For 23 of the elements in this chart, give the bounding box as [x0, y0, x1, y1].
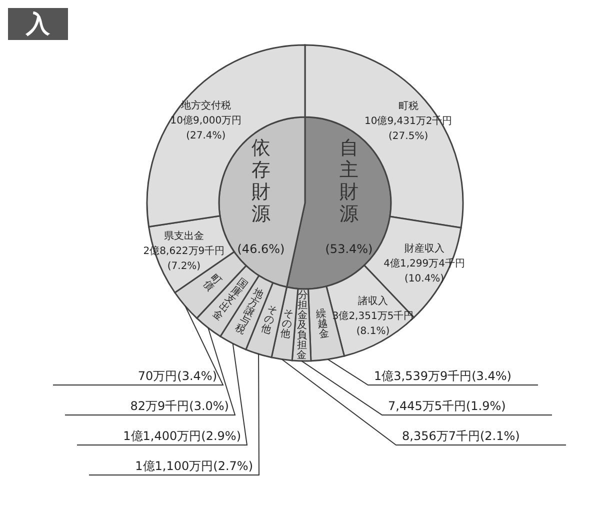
data-label: 8,356万7千円(2.1%) [402, 429, 520, 443]
slice-label: 財産収入 [404, 242, 444, 255]
data-label: 1億3,539万9千円(3.4%) [374, 369, 512, 383]
slice-label: 繰越金 [314, 306, 330, 340]
chart-title: 入 [8, 8, 68, 40]
data-label: 1億1,400万円(2.9%) [123, 429, 241, 443]
slice-label: その他 [280, 308, 294, 340]
slice-label: 自主財源 [340, 137, 358, 225]
data-label: 70万円(3.4%) [138, 369, 217, 383]
slice-label: 町債 [201, 272, 224, 294]
slice-label: 県支出金 [164, 230, 204, 242]
slice-label: 分担金及負担金 [296, 288, 308, 361]
data-label: (46.6%) [237, 242, 285, 256]
slice-label: 諸収入 [358, 294, 388, 307]
data-label: 10億9,000万円(27.4%) [170, 114, 242, 142]
data-label: (53.4%) [325, 242, 373, 256]
data-label: 7,445万5千円(1.9%) [388, 399, 506, 413]
slice-label: 町税 [398, 100, 418, 112]
data-label: 82万9千円(3.0%) [130, 399, 229, 413]
slice-label: その他 [260, 303, 278, 336]
slice-label: 地方交付税 [180, 100, 231, 112]
slice-label: 依存財源 [252, 137, 270, 225]
data-label: 1億1,100万円(2.7%) [135, 459, 253, 473]
